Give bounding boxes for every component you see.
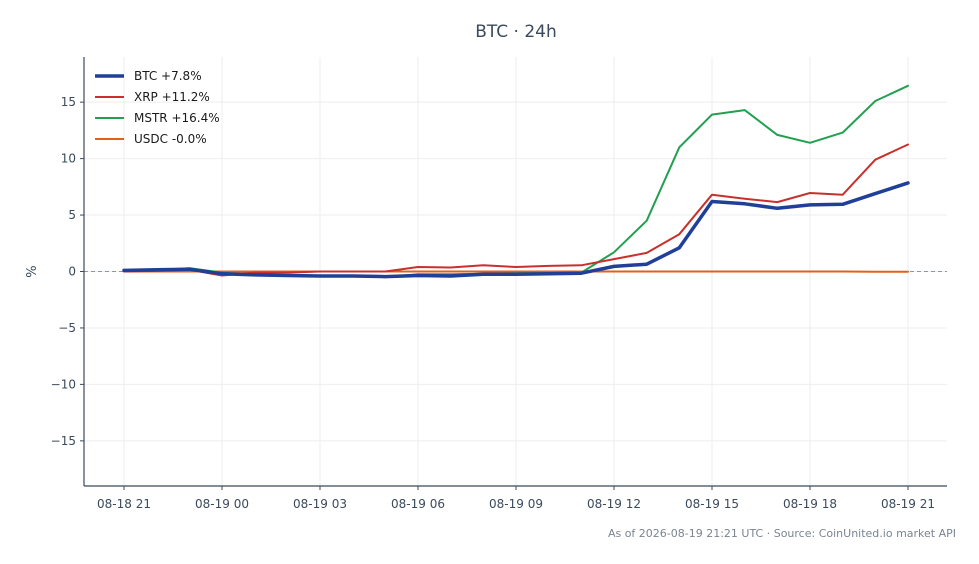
y-tick-label: −5	[58, 321, 76, 335]
x-tick-label: 08-19 18	[783, 497, 837, 511]
y-tick-labels: −15 −10 −5 0 5 10 15	[51, 95, 84, 448]
series-layer	[122, 84, 910, 279]
source-footer: As of 2026-08-19 21:21 UTC · Source: Coi…	[608, 527, 956, 540]
x-tick-label: 08-19 09	[489, 497, 543, 511]
x-tick-label: 08-19 12	[587, 497, 641, 511]
series-line-xrp	[123, 143, 909, 277]
y-tick-label: −15	[51, 434, 76, 448]
legend: BTC +7.8% XRP +11.2% MSTR +16.4% USDC -0.0%	[95, 69, 220, 146]
legend-entry: USDC -0.0%	[134, 132, 207, 146]
y-tick-label: 5	[68, 208, 76, 222]
x-tick-label: 08-18 21	[97, 497, 151, 511]
legend-entry: MSTR +16.4%	[134, 111, 220, 125]
y-tick-label: 15	[61, 95, 76, 109]
chart-title: BTC · 24h	[475, 22, 557, 42]
legend-entry: XRP +11.2%	[134, 90, 210, 104]
x-tick-label: 08-19 15	[685, 497, 739, 511]
x-tick-label: 08-19 06	[391, 497, 445, 511]
y-axis-label: %	[25, 265, 40, 277]
series-line-btc	[122, 181, 910, 279]
legend-entry: BTC +7.8%	[134, 69, 202, 83]
y-tick-label: −10	[51, 377, 76, 391]
x-tick-label: 08-19 21	[881, 497, 935, 511]
x-tick-labels: 08-18 21 08-19 00 08-19 03 08-19 06 08-19 09…	[97, 486, 935, 511]
y-tick-label: 0	[68, 265, 76, 279]
x-tick-label: 08-19 00	[195, 497, 249, 511]
y-tick-label: 10	[61, 152, 76, 166]
x-tick-label: 08-19 03	[293, 497, 347, 511]
